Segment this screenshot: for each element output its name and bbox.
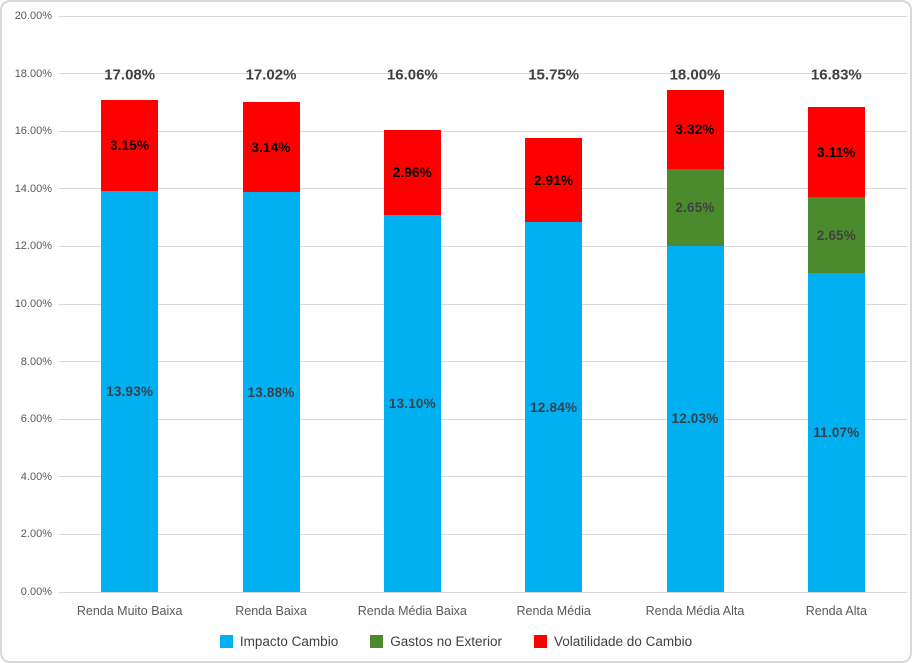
bar-segment-impacto-cambio: 11.07% <box>807 273 865 592</box>
gridline <box>59 73 907 75</box>
legend-marker-impacto-cambio <box>219 635 233 648</box>
gridline <box>59 591 907 593</box>
y-axis-tick-label: 20.00% <box>14 10 52 22</box>
data-label-impacto-cambio: 12.03% <box>671 411 719 427</box>
y-axis-tick-label: 4.00% <box>20 470 52 483</box>
legend-item-gastos-no-exterior: Gastos no Exterior <box>370 634 502 649</box>
x-axis-label: Renda Média Baixa <box>357 604 467 618</box>
y-axis-tick-label: 16.00% <box>14 125 52 138</box>
plot-area: 13.93% 3.15% 17.08% 13.88% 3.14% 17.02% 13.10%… <box>59 15 907 593</box>
gridline <box>59 361 907 363</box>
x-axis-label: Renda Muito Baixa <box>76 604 183 618</box>
gridline <box>59 188 907 190</box>
y-axis-tick-label: 18.00% <box>14 67 52 80</box>
gridline <box>59 418 907 420</box>
bar-segment-impacto-cambio: 12.03% <box>666 245 724 592</box>
total-label: 18.00% <box>669 66 721 84</box>
y-axis-tick-label: 0.00% <box>20 586 52 598</box>
gridline <box>59 130 907 132</box>
total-label: 15.75% <box>528 66 580 84</box>
gridline <box>59 303 907 305</box>
legend-marker-volatilidade-do-cambio <box>534 635 547 648</box>
data-label-impacto-cambio: 13.10% <box>388 395 436 411</box>
bar-segment-volatilidade-do-cambio: 2.91% <box>525 138 583 223</box>
y-axis-tick-label: 12.00% <box>14 240 52 253</box>
bar-segment-gastos-no-exterior: 2.65% <box>666 169 724 246</box>
data-label-volatilidade-do-cambio: 3.15% <box>110 137 150 153</box>
bar-segment-impacto-cambio: 13.10% <box>383 214 441 592</box>
bar-segment-impacto-cambio: 12.84% <box>525 222 583 592</box>
y-axis-tick-label: 6.00% <box>20 413 52 426</box>
total-label: 16.06% <box>386 66 438 84</box>
legend-item-volatilidade-do-cambio: Volatilidade do Cambio <box>534 634 692 649</box>
data-label-gastos-no-exterior: 2.65% <box>816 227 856 243</box>
total-label: 17.08% <box>104 66 156 84</box>
total-label: 16.83% <box>810 66 862 84</box>
data-label-impacto-cambio: 11.07% <box>813 425 860 441</box>
gridline <box>59 15 907 17</box>
x-axis-label: Renda Baixa <box>235 604 307 618</box>
bar-segment-volatilidade-do-cambio: 3.11% <box>807 107 865 197</box>
x-axis-label: Renda Média Alta <box>645 604 745 618</box>
total-label: 17.02% <box>245 66 297 84</box>
bar-segment-gastos-no-exterior: 2.65% <box>807 196 865 274</box>
y-axis-tick-label: 8.00% <box>20 355 52 368</box>
y-axis-tick-label: 10.00% <box>14 298 52 310</box>
bar-segment-impacto-cambio: 13.93% <box>101 190 159 592</box>
legend: Impacto Cambio Gastos no Exterior Volatili… <box>2 634 910 649</box>
y-axis-tick-label: 2.00% <box>20 528 52 541</box>
x-axis-label: Renda Alta <box>805 604 867 618</box>
bar-segment-volatilidade-do-cambio: 3.32% <box>666 90 724 170</box>
data-label-impacto-cambio: 13.93% <box>106 383 154 399</box>
bar-segment-volatilidade-do-cambio: 3.14% <box>242 101 300 193</box>
legend-label: Volatilidade do Cambio <box>554 634 693 649</box>
legend-item-impacto-cambio: Impacto Cambio <box>219 634 339 649</box>
legend-label: Gastos no Exterior <box>390 634 502 649</box>
data-label-volatilidade-do-cambio: 2.91% <box>534 172 574 188</box>
data-label-impacto-cambio: 13.88% <box>247 384 295 400</box>
legend-marker-gastos-no-exterior <box>370 635 384 648</box>
data-label-volatilidade-do-cambio: 3.32% <box>675 122 715 138</box>
x-axis-line <box>59 592 907 593</box>
x-axis-label: Renda Média <box>516 604 591 618</box>
data-label-impacto-cambio: 12.84% <box>530 399 578 415</box>
legend-label: Impacto Cambio <box>239 634 339 649</box>
data-label-volatilidade-do-cambio: 2.96% <box>392 164 432 180</box>
data-label-volatilidade-do-cambio: 3.11% <box>817 144 856 160</box>
bar-segment-volatilidade-do-cambio: 3.15% <box>101 100 159 191</box>
gridline <box>59 533 907 535</box>
data-label-volatilidade-do-cambio: 3.14% <box>251 139 291 155</box>
gridline <box>59 476 907 478</box>
bar-segment-volatilidade-do-cambio: 2.96% <box>383 129 441 215</box>
gridline <box>59 245 907 247</box>
y-axis-tick-label: 14.00% <box>14 182 52 195</box>
data-label-gastos-no-exterior: 2.65% <box>675 199 715 215</box>
bar-segment-impacto-cambio: 13.88% <box>242 192 300 592</box>
